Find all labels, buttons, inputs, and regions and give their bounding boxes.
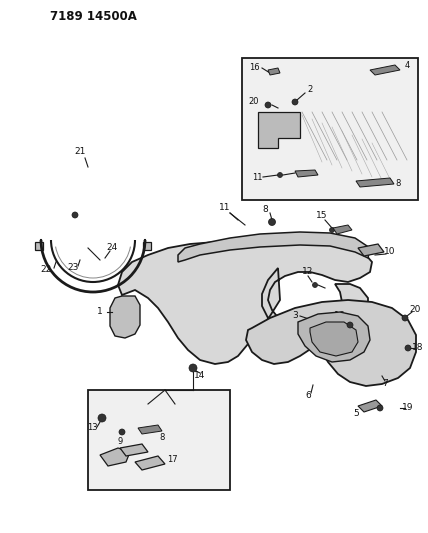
Polygon shape [370, 65, 400, 75]
Circle shape [402, 315, 408, 321]
Circle shape [277, 173, 282, 177]
Circle shape [330, 228, 335, 232]
Text: 18: 18 [412, 343, 424, 352]
Polygon shape [118, 241, 372, 364]
Text: 14: 14 [194, 372, 206, 381]
Text: 1: 1 [97, 308, 103, 317]
Text: 7189 14500A: 7189 14500A [50, 10, 137, 22]
Text: 8: 8 [262, 206, 268, 214]
Polygon shape [100, 448, 130, 466]
Polygon shape [246, 300, 416, 386]
Text: 13: 13 [87, 424, 97, 432]
Circle shape [377, 405, 383, 411]
Polygon shape [310, 322, 358, 356]
Circle shape [119, 429, 125, 435]
Polygon shape [35, 242, 43, 250]
Polygon shape [258, 112, 300, 148]
Polygon shape [358, 400, 382, 412]
Text: 20: 20 [249, 98, 259, 107]
Circle shape [292, 99, 298, 105]
Text: 11: 11 [252, 173, 262, 182]
Text: 2: 2 [307, 85, 312, 94]
Polygon shape [138, 425, 162, 434]
Text: 23: 23 [67, 263, 79, 272]
Polygon shape [358, 244, 384, 256]
Text: 3: 3 [292, 311, 298, 320]
Text: 16: 16 [249, 63, 259, 72]
Text: 24: 24 [107, 243, 118, 252]
Text: 22: 22 [40, 265, 52, 274]
Text: 7: 7 [382, 379, 388, 389]
Text: 19: 19 [402, 403, 414, 413]
Bar [88, 390, 230, 490]
Circle shape [265, 102, 271, 108]
Circle shape [268, 219, 276, 225]
Text: 11: 11 [219, 204, 231, 213]
Polygon shape [268, 68, 280, 75]
Text: 20: 20 [409, 305, 421, 314]
Circle shape [189, 364, 197, 372]
Text: 6: 6 [305, 392, 311, 400]
Bar [242, 58, 418, 200]
Polygon shape [333, 225, 352, 234]
Text: 10: 10 [384, 247, 396, 256]
Circle shape [98, 414, 106, 422]
Polygon shape [110, 296, 140, 338]
Text: 17: 17 [166, 456, 177, 464]
Polygon shape [356, 178, 394, 187]
Circle shape [347, 322, 353, 328]
Circle shape [405, 345, 411, 351]
Circle shape [72, 212, 78, 218]
Polygon shape [295, 170, 318, 177]
Polygon shape [135, 456, 165, 470]
Text: 9: 9 [117, 438, 123, 447]
Text: 21: 21 [74, 148, 86, 157]
Text: 5: 5 [353, 409, 359, 418]
Polygon shape [120, 444, 148, 456]
Circle shape [312, 282, 318, 287]
Text: 15: 15 [316, 212, 328, 221]
Text: 4: 4 [404, 61, 410, 69]
Polygon shape [298, 312, 370, 362]
Text: 16: 16 [334, 311, 346, 320]
Polygon shape [143, 242, 151, 250]
Text: 8: 8 [395, 180, 401, 189]
Text: 12: 12 [302, 268, 314, 277]
Polygon shape [178, 232, 370, 262]
Text: 8: 8 [159, 433, 165, 442]
